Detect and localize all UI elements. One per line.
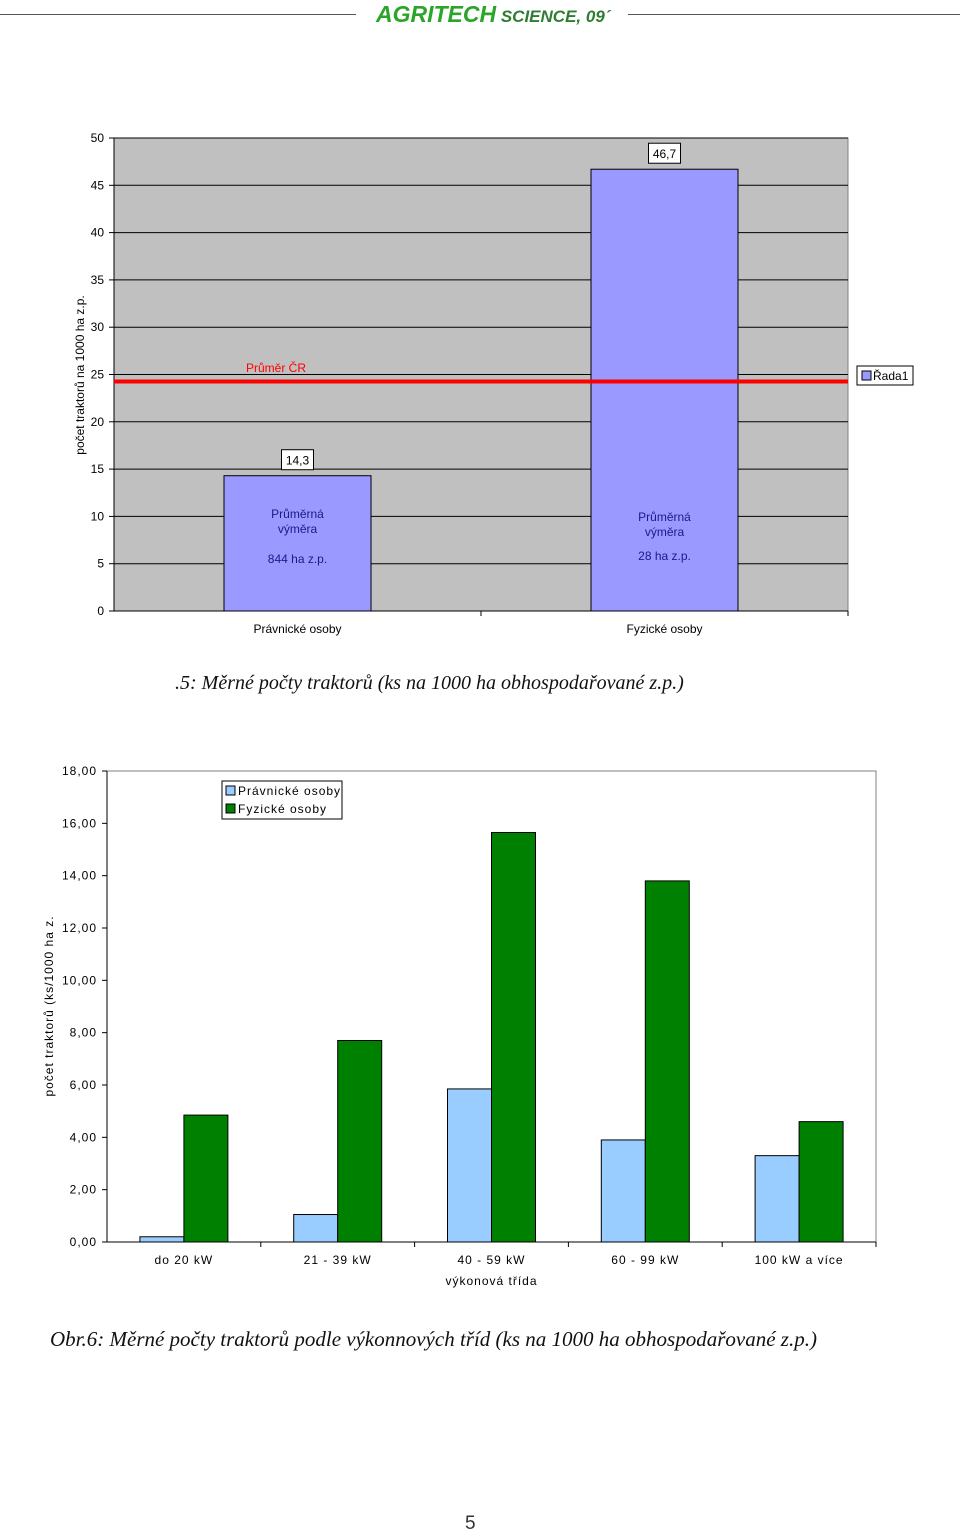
y-tick-label: 10,00 (62, 973, 97, 987)
journal-brand: AGRITECH SCIENCE, 09´ (376, 1, 610, 28)
bar (337, 1040, 383, 1243)
y-tick-label: 20 (91, 415, 105, 429)
x-category-label: Právnické osoby (253, 622, 341, 636)
y-tick-label: 30 (91, 320, 105, 334)
legend-label: Fyzické osoby (238, 802, 327, 816)
y-tick-label: 15 (91, 462, 105, 476)
tractor-power-class-chart: 0,00 2,00 4,00 6,00 8,00 10,00 12,00 14,00 16,00… (42, 764, 877, 1288)
y-tick-label: 5 (97, 557, 104, 571)
brand-science-year: SCIENCE, 09´ (496, 7, 611, 26)
bar (183, 1114, 229, 1243)
data-label: 46,7 (653, 147, 677, 161)
bar (600, 1139, 646, 1243)
x-axis-title: výkonová třída (445, 1274, 537, 1288)
bar-note-line: výměra (278, 522, 318, 536)
y-tick-label: 50 (91, 131, 105, 145)
bar (590, 168, 739, 612)
page-header: AGRITECH SCIENCE, 09´ (0, 0, 960, 30)
bar-note-line: Průměrná (638, 510, 691, 524)
legend-label: Právnické osoby (238, 784, 341, 798)
figure-5-caption: .5: Měrné počty traktorů (ks na 1000 ha … (175, 672, 684, 694)
x-category-label: 40 - 59 kW (457, 1253, 525, 1267)
x-category-label: 21 - 39 kW (304, 1253, 372, 1267)
data-label: 14,3 (286, 454, 310, 468)
bar (139, 1236, 185, 1243)
y-tick-label: 18,00 (62, 764, 97, 778)
x-category-label: do 20 kW (155, 1253, 214, 1267)
legend-swatch (225, 803, 236, 814)
y-tick-label: 40 (91, 226, 105, 240)
x-category-label: 60 - 99 kW (611, 1253, 679, 1267)
header-rule-right (628, 14, 960, 15)
bar (754, 1155, 800, 1243)
y-tick-label: 25 (91, 368, 105, 382)
y-tick-label: 0 (97, 604, 104, 618)
y-tick-label: 6,00 (70, 1078, 97, 1092)
tractor-density-chart: 0 5 10 15 20 25 30 35 40 45 50 14,3 Právnické osoby P… (73, 131, 914, 636)
reference-line-label: Průměr ČR (246, 360, 306, 375)
header-rule-left (0, 14, 356, 15)
figure-6-caption: Obr.6: Měrné počty traktorů podle výkonn… (50, 1327, 817, 1351)
legend-box (221, 780, 343, 820)
y-tick-label: 14,00 (62, 869, 97, 883)
bar (491, 831, 536, 1243)
y-tick-label: 0,00 (70, 1235, 97, 1249)
y-tick-label: 12,00 (62, 921, 97, 935)
y-axis-title: počet traktorů (ks/1000 ha z. (42, 915, 56, 1096)
y-tick-label: 10 (91, 509, 105, 523)
legend-label: Řada1 (873, 368, 909, 383)
y-tick-label: 8,00 (70, 1026, 97, 1040)
y-tick-label: 35 (91, 273, 105, 287)
y-axis-title: počet traktorů na 1000 ha z.p. (73, 295, 87, 454)
bar (293, 1214, 339, 1243)
bar-note-value: 28 ha z.p. (638, 549, 691, 563)
page-number: 5 (465, 1513, 476, 1534)
legend-swatch (861, 370, 872, 381)
x-category-label: Fyzické osoby (626, 622, 702, 636)
legend-swatch (225, 785, 236, 796)
bar (798, 1121, 844, 1243)
bar (447, 1088, 492, 1243)
bar-note-line: Průměrná (271, 507, 324, 521)
brand-agritech: AGRITECH (376, 1, 497, 27)
bar (644, 880, 690, 1243)
y-tick-label: 16,00 (62, 816, 97, 830)
y-tick-label: 45 (91, 178, 105, 192)
y-tick-label: 4,00 (70, 1130, 97, 1144)
data-label-box (281, 449, 314, 471)
bar (223, 475, 372, 612)
bar-note-value: 844 ha z.p. (268, 552, 327, 566)
data-label-box (648, 142, 681, 164)
y-tick-label: 2,00 (70, 1183, 97, 1197)
x-category-label: 100 kW a více (755, 1253, 844, 1267)
bar-note-line: výměra (645, 525, 685, 539)
